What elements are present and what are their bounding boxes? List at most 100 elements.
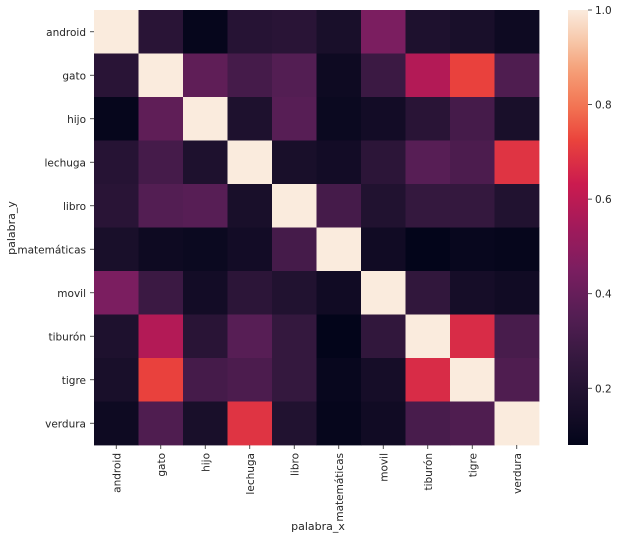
colorbar-tick-label: 0.6	[595, 194, 612, 206]
heatmap-cell	[494, 53, 540, 98]
y-tick-label: verdura	[45, 418, 86, 430]
heatmap-cell	[316, 227, 362, 272]
y-tick-label: lechuga	[44, 157, 86, 169]
x-tick-label: gato	[156, 453, 168, 477]
heatmap-cell	[494, 227, 540, 272]
heatmap-cell	[94, 53, 139, 98]
heatmap-cell	[183, 358, 228, 402]
colorbar-tick-label: 0.4	[595, 289, 612, 301]
y-tick-label: tigre	[62, 375, 86, 387]
heatmap-cell	[272, 227, 317, 272]
heatmap-cell	[94, 227, 139, 272]
heatmap-cell	[227, 358, 273, 402]
x-tick-label: tiburón	[423, 453, 435, 491]
heatmap-cell	[138, 314, 184, 359]
heatmap-cell	[450, 97, 495, 141]
x-tick-label: verdura	[512, 453, 524, 494]
heatmap-cell	[494, 97, 540, 141]
heatmap-cell	[227, 140, 273, 185]
heatmap-cell	[494, 358, 540, 402]
heatmap-cell	[183, 401, 228, 446]
heatmap-cell	[405, 358, 451, 402]
heatmap-cell	[138, 227, 184, 272]
heatmap-cell	[94, 271, 139, 315]
heatmap-cell	[138, 97, 184, 141]
y-tick-label: movil	[57, 288, 86, 300]
heatmap-cell	[316, 358, 362, 402]
heatmap-cell	[227, 227, 273, 272]
heatmap-cell	[450, 10, 495, 54]
heatmap-cell	[94, 97, 139, 141]
heatmap-cell	[361, 184, 406, 228]
heatmap-cell	[183, 53, 228, 98]
heatmap-cell	[227, 10, 273, 54]
x-tick-label: movil	[378, 453, 390, 482]
heatmap-cell	[272, 271, 317, 315]
colorbar: 0.2 0.4 0.6 0.8 1.0	[568, 5, 612, 445]
heatmap-cell	[316, 401, 362, 446]
heatmap-cell	[94, 401, 139, 446]
x-tick-label: tigre	[467, 453, 479, 477]
heatmap-cell	[494, 401, 540, 446]
heatmap-cell	[227, 401, 273, 446]
heatmap-cell	[316, 314, 362, 359]
heatmap-cell	[272, 97, 317, 141]
heatmap-cell	[361, 97, 406, 141]
x-tick-label: android	[111, 453, 123, 493]
heatmap-cell	[450, 184, 495, 228]
heatmap-cell	[138, 271, 184, 315]
y-tick-label: libro	[63, 201, 86, 213]
heatmap-cell	[361, 53, 406, 98]
heatmap-cell	[138, 184, 184, 228]
y-tick-label: matemáticas	[17, 244, 86, 256]
heatmap-cell	[405, 140, 451, 185]
heatmap-cell	[405, 97, 451, 141]
heatmap-cell	[183, 97, 228, 141]
heatmap-cell	[183, 10, 228, 54]
heatmap-cell	[272, 401, 317, 446]
heatmap-cell	[316, 53, 362, 98]
heatmap-cell	[183, 140, 228, 185]
heatmap-cell	[94, 314, 139, 359]
heatmap-cell	[494, 140, 540, 185]
heatmap-cell	[227, 97, 273, 141]
x-axis-ticks: android gato hijo lechuga libro matemáticas mo…	[111, 445, 524, 522]
heatmap-cell	[405, 184, 451, 228]
y-tick-label: hijo	[67, 114, 86, 126]
heatmap-cell	[405, 314, 451, 359]
heatmap-cell	[272, 10, 317, 54]
heatmap-cell	[183, 227, 228, 272]
x-tick-label: lechuga	[245, 453, 257, 495]
heatmap-cell	[316, 97, 362, 141]
x-axis-label: palabra_x	[291, 520, 345, 533]
heatmap-cell	[138, 10, 184, 54]
heatmap-cell	[183, 184, 228, 228]
heatmap-cell	[405, 401, 451, 446]
heatmap-cell	[450, 314, 495, 359]
heatmap-cell	[138, 358, 184, 402]
y-axis-ticks: android gato hijo lechuga libro matemáticas mo…	[17, 27, 94, 430]
colorbar-tick-label: 0.8	[595, 100, 612, 112]
heatmap-cell	[138, 140, 184, 185]
heatmap-cell	[450, 401, 495, 446]
heatmap-cell	[94, 10, 139, 54]
x-tick-label: matemáticas	[334, 453, 346, 522]
heatmap-cell	[183, 314, 228, 359]
heatmap-cell	[450, 53, 495, 98]
heatmap-cell	[316, 271, 362, 315]
heatmap-cell	[405, 271, 451, 315]
heatmap-cell	[94, 358, 139, 402]
heatmap-cell	[94, 140, 139, 185]
colorbar-ticks: 0.2 0.4 0.6 0.8 1.0	[588, 5, 612, 395]
heatmap-cell	[227, 53, 273, 98]
heatmap-cell	[138, 53, 184, 98]
heatmap-cell	[316, 10, 362, 54]
colorbar-tick-label: 0.2	[595, 383, 612, 395]
heatmap-cell	[272, 140, 317, 185]
x-tick-label: libro	[289, 453, 301, 476]
heatmap-cells	[94, 10, 540, 446]
heatmap-cell	[494, 184, 540, 228]
y-tick-label: android	[46, 27, 86, 39]
heatmap-cell	[450, 271, 495, 315]
